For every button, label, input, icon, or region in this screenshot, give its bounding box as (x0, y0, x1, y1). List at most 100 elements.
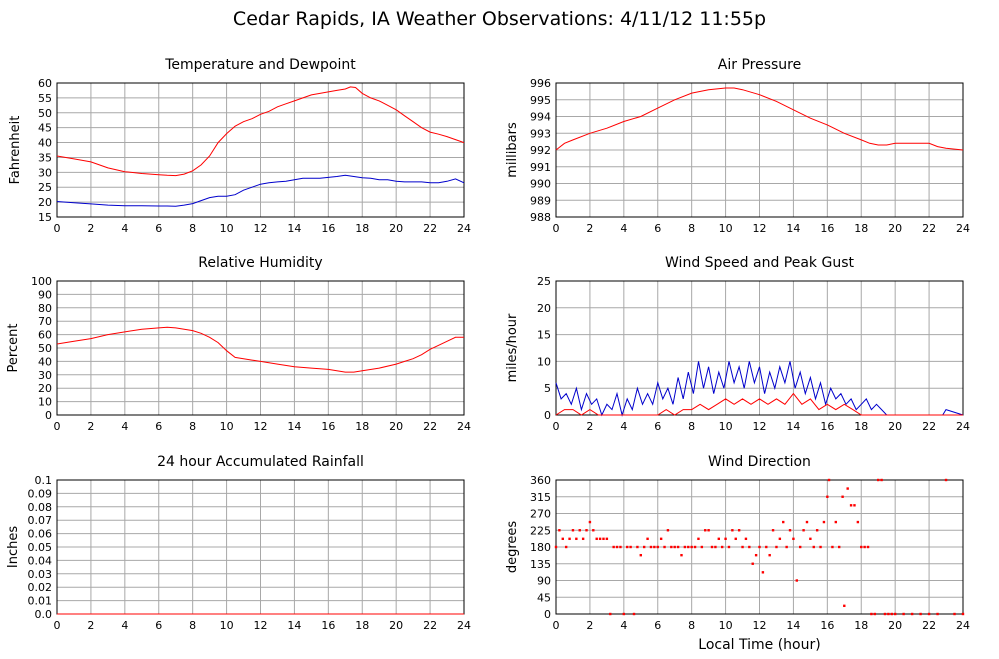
direction-point (902, 612, 905, 616)
direction-point (771, 529, 775, 532)
wind-ytick-label: 5 (544, 382, 551, 395)
direction-point (564, 545, 568, 549)
direction-point (615, 545, 619, 549)
direction-xtick-label: 0 (553, 619, 560, 632)
direction-point (558, 529, 561, 532)
direction-ytick-label: 0 (544, 608, 551, 621)
direction-xtick-label: 10 (719, 619, 733, 632)
humidity-ytick-label: 100 (31, 275, 52, 288)
temp-xtick-label: 20 (389, 222, 403, 235)
humidity-xtick-label: 8 (189, 420, 196, 433)
direction-point (883, 612, 887, 616)
temp-ytick-label: 60 (38, 77, 52, 90)
direction-ylabel: degrees (505, 521, 520, 574)
direction-point (880, 478, 883, 482)
temp-title: Temperature and Dewpoint (164, 57, 356, 73)
direction-xtick-label: 24 (956, 619, 970, 632)
wind-xtick-label: 14 (786, 420, 800, 433)
direction-ytick-label: 135 (530, 558, 551, 571)
rain-xtick-label: 24 (457, 619, 471, 632)
direction-point (846, 487, 849, 490)
direction-point (673, 545, 676, 549)
direction-point (619, 545, 622, 549)
wind-ytick-label: 10 (537, 355, 551, 368)
direction-point (785, 545, 788, 549)
direction-point (680, 553, 683, 557)
rain-ytick-label: 0.08 (28, 501, 53, 514)
humidity-ytick-label: 10 (38, 396, 52, 409)
pressure-chart: 0 2 4 6 8 10 12 14 16 18 20 22 249889899909919929939… (505, 57, 970, 235)
direction-point (815, 529, 819, 532)
direction-point (944, 478, 948, 482)
direction-point (626, 545, 629, 549)
direction-point (734, 537, 737, 541)
wind-xtick-label: 0 (553, 420, 560, 433)
direction-point (782, 520, 785, 524)
direction-chart: 0 2 4 6 8 10 12 14 16 18 20 22 240459013518022527031… (505, 454, 970, 653)
direction-point (890, 612, 893, 616)
direction-point (834, 520, 838, 524)
rain-xtick-label: 12 (254, 619, 268, 632)
direction-point (919, 612, 922, 616)
rain-ytick-label: 0.01 (28, 595, 53, 608)
direction-point (585, 529, 588, 532)
pressure-xtick-label: 16 (820, 222, 834, 235)
temp-xtick-label: 14 (287, 222, 301, 235)
temp-ytick-label: 20 (38, 196, 52, 209)
direction-point (690, 545, 693, 549)
rain-ylabel: Inches (6, 526, 21, 568)
pressure-xtick-label: 6 (654, 222, 661, 235)
direction-point (704, 529, 707, 532)
direction-point (741, 545, 744, 549)
direction-point (588, 520, 592, 524)
temp-ytick-label: 40 (38, 137, 52, 150)
direction-point (710, 545, 714, 549)
humidity-ytick-label: 90 (38, 288, 52, 301)
pressure-xtick-label: 8 (688, 222, 695, 235)
pressure-series-line-0 (555, 87, 964, 151)
direction-point (843, 604, 846, 608)
direction-point (646, 537, 649, 541)
humidity-ytick-label: 20 (38, 382, 52, 395)
humidity-title: Relative Humidity (198, 255, 322, 271)
direction-point (761, 571, 765, 574)
wind-title: Wind Speed and Peak Gust (665, 255, 854, 271)
pressure-xtick-label: 22 (922, 222, 936, 235)
direction-point (598, 537, 602, 541)
direction-point (838, 545, 841, 549)
direction-point (744, 537, 748, 541)
direction-point (609, 612, 612, 616)
direction-point (632, 612, 636, 616)
direction-point (737, 529, 741, 532)
direction-ytick-label: 45 (537, 591, 551, 604)
direction-xtick-label: 12 (753, 619, 767, 632)
temp-xtick-label: 2 (87, 222, 94, 235)
rain-xtick-label: 18 (355, 619, 369, 632)
rain-xtick-label: 0 (54, 619, 61, 632)
pressure-xtick-label: 24 (956, 222, 970, 235)
direction-point (849, 504, 853, 507)
humidity-ylabel: Percent (6, 324, 21, 373)
direction-point (870, 612, 873, 616)
direction-xtick-label: 6 (654, 619, 661, 632)
direction-point (717, 537, 720, 541)
pressure-xtick-label: 18 (854, 222, 868, 235)
direction-point (877, 478, 880, 482)
humidity-xtick-label: 12 (254, 420, 268, 433)
wind-frame (555, 280, 964, 416)
direction-point (659, 537, 663, 541)
temp-ytick-label: 35 (38, 151, 52, 164)
direction-point (666, 529, 670, 532)
temp-ytick-label: 45 (38, 122, 52, 135)
temp-ylabel: Fahrenheit (8, 116, 23, 185)
direction-xtick-label: 22 (922, 619, 936, 632)
temp-xtick-label: 24 (457, 222, 471, 235)
direction-point (819, 545, 822, 549)
direction-point (581, 537, 585, 541)
rain-ytick-label: 0.04 (28, 554, 53, 567)
wind-xtick-label: 24 (956, 420, 970, 433)
direction-point (775, 545, 778, 549)
direction-point (622, 612, 626, 616)
direction-point (863, 545, 866, 549)
